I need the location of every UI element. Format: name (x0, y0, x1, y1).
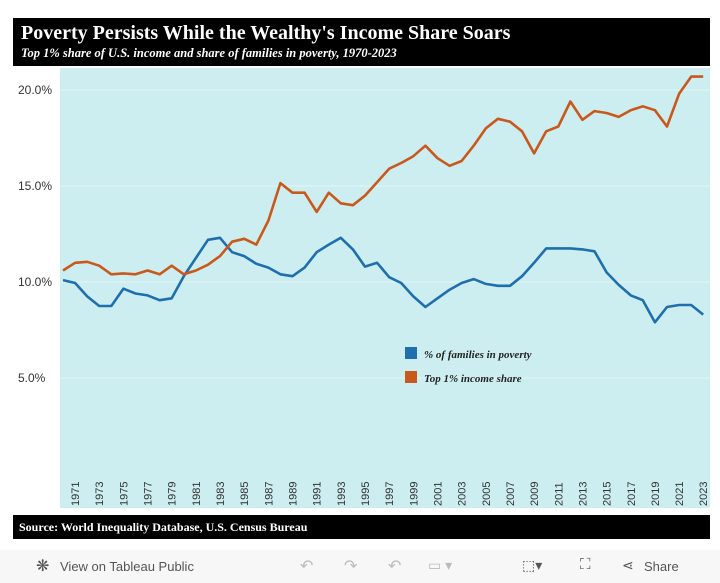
x-tick-label: 2007 (505, 482, 517, 506)
x-tick-label: 2019 (650, 482, 662, 506)
x-tick-label: 1989 (288, 482, 300, 506)
x-tick-label: 1975 (118, 482, 130, 506)
share-button[interactable]: Share (644, 559, 679, 574)
legend-swatch (405, 371, 417, 383)
x-tick-label: 1987 (263, 482, 275, 506)
tableau-toolbar: ❋ View on Tableau Public ↶ ↷ ↶ ▭ ▾ ⬚▾ ⛶ … (0, 550, 720, 583)
redo-icon[interactable]: ↷ (344, 558, 358, 575)
x-tick-label: 2009 (529, 482, 541, 506)
x-tick-label: 2023 (698, 482, 710, 506)
legend-label: % of families in poverty (424, 349, 532, 361)
view-on-tableau-link[interactable]: View on Tableau Public (60, 559, 194, 574)
x-tick-label: 2015 (602, 482, 614, 506)
x-tick-label: 2021 (674, 482, 686, 506)
x-tick-label: 1979 (167, 482, 179, 506)
x-tick-label: 1983 (215, 482, 227, 506)
share-icon[interactable]: ⋖ (622, 557, 634, 573)
series-line-0 (62, 236, 705, 324)
tableau-logo-icon: ❋ (36, 558, 50, 575)
x-tick-label: 1993 (336, 482, 348, 506)
x-tick-label: 2001 (432, 482, 444, 506)
x-tick-label: 1995 (360, 482, 372, 506)
line-chart: 5.0% 10.0% 15.0% 20.0% 1971 1973 1975 1977 1979 1… (18, 68, 710, 508)
x-tick-label: 1981 (191, 482, 203, 506)
legend-label: Top 1% income share (424, 373, 522, 385)
x-tick-label: 2003 (457, 482, 469, 506)
y-tick-label: 10.0% (18, 275, 52, 289)
y-tick-label: 15.0% (18, 179, 52, 193)
x-tick-label: 2005 (481, 482, 493, 506)
x-tick-label: 1997 (384, 482, 396, 506)
x-tick-label: 2013 (577, 482, 589, 506)
plot-background (60, 68, 710, 508)
refresh-icon[interactable]: ▭ ▾ (428, 557, 453, 573)
source-note: Source: World Inequality Database, U.S. … (13, 515, 710, 539)
fullscreen-icon[interactable]: ⛶ (580, 556, 591, 573)
revert-icon[interactable]: ↶ (388, 558, 402, 575)
y-tick-label: 20.0% (18, 83, 52, 97)
chart-title: Poverty Persists While the Wealthy's Inc… (21, 22, 511, 44)
x-tick-label: 1977 (143, 482, 155, 506)
x-tick-label: 2011 (553, 482, 565, 506)
undo-icon[interactable]: ↶ (300, 558, 314, 575)
chart-header: Poverty Persists While the Wealthy's Inc… (13, 18, 710, 66)
chart-subtitle: Top 1% share of U.S. income and share of… (21, 46, 397, 60)
x-tick-label: 1971 (70, 482, 82, 506)
x-tick-label: 1999 (408, 482, 420, 506)
x-tick-label: 2017 (626, 482, 638, 506)
x-tick-label: 1991 (312, 482, 324, 506)
y-tick-label: 5.0% (18, 371, 46, 385)
series-line-1 (62, 75, 704, 276)
x-tick-label: 1985 (239, 482, 251, 506)
x-tick-label: 1973 (94, 482, 106, 506)
download-icon[interactable]: ⬚▾ (522, 557, 543, 573)
legend-swatch (405, 347, 417, 359)
